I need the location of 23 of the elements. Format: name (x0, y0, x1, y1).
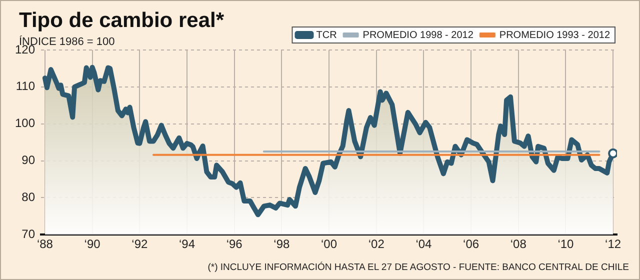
legend-label: PROMEDIO 1998 - 2012 (362, 30, 474, 41)
chart-title: Tipo de cambio real* (19, 9, 224, 33)
x-tick-label: ‘08 (510, 237, 527, 252)
x-tick-label: ‘04 (416, 237, 432, 252)
x-tick-label: ‘98 (274, 237, 290, 252)
legend-label: PROMEDIO 1993 - 2012 (499, 30, 610, 41)
x-tick-label: ‘90 (84, 237, 101, 252)
y-tick-label: 80 (22, 190, 36, 204)
y-tick-label: 90 (22, 153, 36, 168)
x-tick-label: ‘02 (368, 237, 385, 252)
x-tick-label: ‘96 (226, 237, 243, 252)
x-tick-label: ‘94 (178, 237, 196, 252)
x-tick-label: ‘12 (605, 237, 622, 252)
x-tick-label: ‘06 (463, 237, 480, 252)
x-tick-label: ‘00 (321, 237, 338, 252)
y-tick-label: 110 (16, 79, 36, 94)
legend-label: TCR (316, 30, 337, 41)
y-tick-label: 100 (14, 116, 36, 130)
y-tick-label: 70 (22, 226, 36, 241)
x-tick-label: ‘92 (132, 237, 148, 252)
x-tick-label: ‘10 (558, 237, 574, 252)
x-tick-label: ‘88 (36, 237, 54, 252)
text: (*) INCLUYE INFORMACIÓN HASTA EL 27 DE AGOSTO - FUENTE: BANCO CENTRAL DE CHILE (208, 262, 629, 273)
